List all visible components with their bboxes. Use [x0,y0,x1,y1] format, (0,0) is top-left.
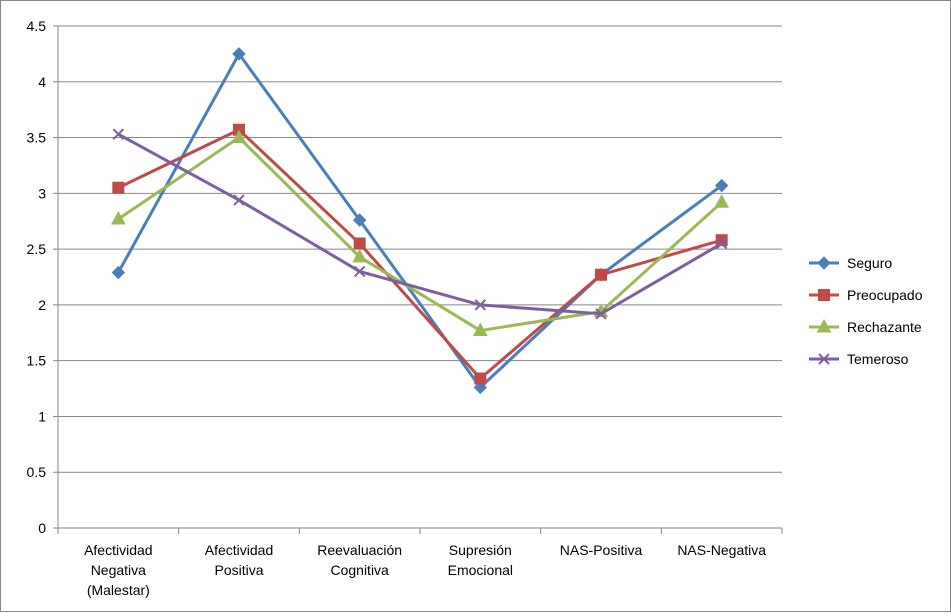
data-point-square [112,181,125,194]
data-point-diamond [352,213,367,227]
x-category-label: NAS-Negativa [677,542,766,558]
y-axis-tick-labels: 0 0.5 1 1.5 2 2.5 3 3.5 4 4.5 [27,18,47,536]
legend-marker-diamond [817,256,831,270]
data-point-x [474,299,487,311]
x-category-label: NAS-Positiva [560,542,643,558]
x-category-label: Supresión Emocional [448,542,513,578]
x-category-label-line: Afectividad [84,542,152,558]
legend-item: Preocupado [809,287,923,303]
series-line [117,128,723,381]
x-category-label: Afectividad Negativa (Malestar) [84,542,152,598]
y-tick-label: 3 [38,185,46,201]
data-point-triangle [110,210,126,225]
data-point-square [474,372,487,385]
legend-item: Seguro [809,255,892,271]
x-category-label: Afectividad Positiva [205,542,273,578]
legend-marker-square [818,289,830,301]
data-point-x [112,128,125,140]
data-point-triangle [352,248,368,263]
data-point-x [595,308,607,320]
data-point-square [595,268,607,281]
legend-label: Temeroso [847,351,909,367]
legend-label: Rechazante [847,319,922,335]
legend-marker-triangle [816,318,832,333]
y-tick-label: 2.5 [27,241,47,257]
axes [53,25,783,534]
data-point-triangle [231,129,247,144]
y-tick-label: 0.5 [27,464,47,480]
data-point-diamond [232,47,246,61]
x-category-label: Reevaluación Cognitiva [317,542,402,578]
x-category-label-line: Emocional [448,562,513,578]
legend-marker-x [818,353,830,365]
legend: Seguro Preocupado Rechazante Temeroso [809,255,923,367]
y-tick-label: 2 [38,297,46,313]
gridlines [58,25,782,473]
x-category-label-line: Supresión [449,542,512,558]
x-axis-category-labels: Afectividad Negativa (Malestar)Afectividad… [84,542,766,598]
data-point-diamond [111,265,126,280]
x-category-label-line: Cognitiva [330,562,389,578]
data-point-x [715,237,728,250]
y-tick-label: 1.5 [27,353,47,369]
data-point-x [233,194,245,206]
x-category-label-line: (Malestar) [87,582,150,598]
x-category-label-line: Afectividad [205,542,273,558]
legend-label: Seguro [847,255,892,271]
data-point-diamond [714,178,729,193]
data-point-square [353,237,366,250]
y-tick-label: 3.5 [27,130,47,146]
legend-item: Temeroso [809,351,909,367]
x-category-label-line: NAS-Negativa [677,542,766,558]
legend-item: Rechazante [809,318,922,335]
series-line [117,136,723,333]
series-seguro [111,47,729,395]
data-point-x [353,265,366,278]
series-temeroso [112,128,728,320]
y-tick-label: 0 [38,520,46,536]
series-layer [110,47,730,395]
legend-label: Preocupado [847,287,923,303]
series-line [117,52,723,389]
data-point-triangle [472,322,488,337]
x-category-label-line: Positiva [214,562,263,578]
y-tick-label: 4 [38,74,46,90]
x-category-label-line: Reevaluación [317,542,402,558]
x-category-label-line: Negativa [91,562,146,578]
series-line [117,132,723,316]
y-tick-label: 4.5 [27,18,47,34]
y-tick-label: 1 [38,408,46,424]
x-category-label-line: NAS-Positiva [560,542,643,558]
series-preocupado [112,123,728,385]
data-point-triangle [714,194,730,208]
data-point-square [715,234,728,247]
